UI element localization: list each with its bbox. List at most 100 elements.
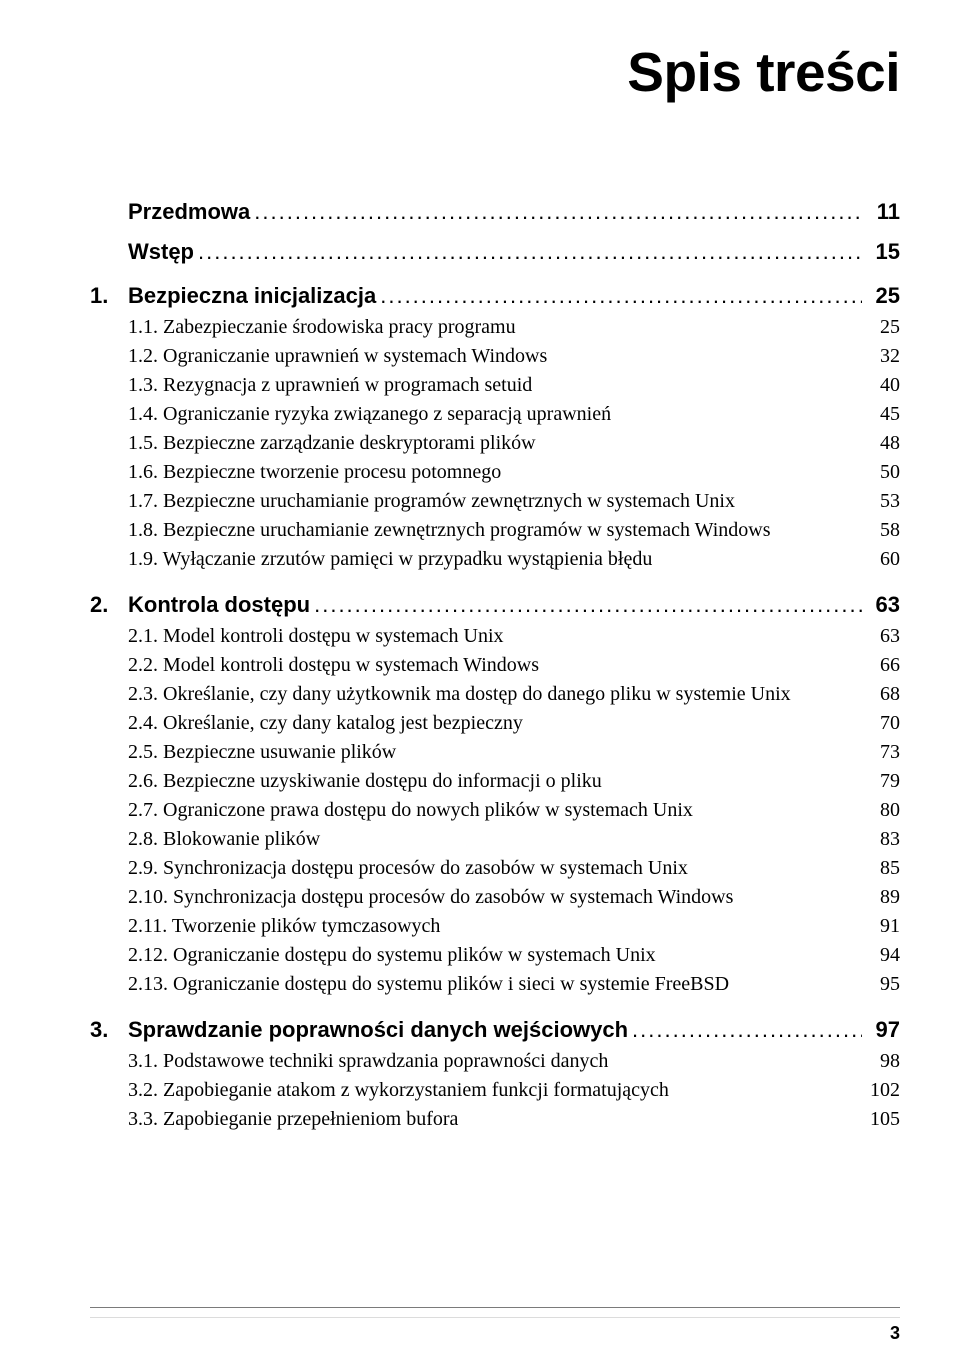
toc-sub-entry: 1.9. Wyłączanie zrzutów pamięci w przypa… [128,545,900,574]
toc-sub-page: 89 [866,883,900,912]
toc-sub-page: 80 [866,796,900,825]
toc-chapter-entry: 1.Bezpieczna inicjalizacja 25 [90,283,900,309]
toc-chapter-entry: 2.Kontrola dostępu 63 [90,592,900,618]
footer-rule [90,1307,900,1308]
toc-sub-page: 40 [866,371,900,400]
dot-leader [198,239,862,265]
toc-sub-entry: 1.1. Zabezpieczanie środowiska pracy pro… [128,313,900,342]
toc-sub-page: 45 [866,400,900,429]
toc-sub-page: 25 [866,313,900,342]
toc-sub-label: 1.6. Bezpieczne tworzenie procesu potomn… [128,458,866,487]
toc-sub-page: 85 [866,854,900,883]
toc-chapter-entry: 3.Sprawdzanie poprawności danych wejścio… [90,1017,900,1043]
toc-sub-page: 58 [866,516,900,545]
toc-sub-page: 73 [866,738,900,767]
toc-sub-entry: 1.5. Bezpieczne zarządzanie deskryptoram… [128,429,900,458]
toc-chapter-page: 63 [866,592,900,618]
toc-sub-label: 2.12. Ograniczanie dostępu do systemu pl… [128,941,866,970]
toc-sub-page: 32 [866,342,900,371]
toc-sub-label: 1.8. Bezpieczne uruchamianie zewnętrznyc… [128,516,866,545]
toc-sub-entry: 2.6. Bezpieczne uzyskiwanie dostępu do i… [128,767,900,796]
toc-sub-label: 3.3. Zapobieganie przepełnieniom bufora [128,1105,866,1134]
toc-sub-label: 2.5. Bezpieczne usuwanie plików [128,738,866,767]
dot-leader [314,592,862,618]
toc-chapter-page: 25 [866,283,900,309]
toc-sub-entry: 1.7. Bezpieczne uruchamianie programów z… [128,487,900,516]
toc-sub-label: 1.3. Rezygnacja z uprawnień w programach… [128,371,866,400]
toc-sub-page: 98 [866,1047,900,1076]
toc-sub-page: 70 [866,709,900,738]
toc-sub-entry: 2.8. Blokowanie plików83 [128,825,900,854]
toc-sub-entry: 3.3. Zapobieganie przepełnieniom bufora1… [128,1105,900,1134]
toc-sub-page: 94 [866,941,900,970]
toc-sub-label: 2.3. Określanie, czy dany użytkownik ma … [128,680,866,709]
toc-sub-entry: 2.11. Tworzenie plików tymczasowych91 [128,912,900,941]
toc-sub-entry: 2.3. Określanie, czy dany użytkownik ma … [128,680,900,709]
toc-top-entry: Przedmowa 11 [128,199,900,225]
toc-sub-label: 2.1. Model kontroli dostępu w systemach … [128,622,866,651]
toc-sub-entry: 2.12. Ograniczanie dostępu do systemu pl… [128,941,900,970]
dot-leader [254,199,862,225]
toc-chapter-num: 3. [90,1017,128,1043]
toc-chapter-page: 97 [866,1017,900,1043]
toc-sub-page: 102 [866,1076,900,1105]
toc-sub-page: 66 [866,651,900,680]
toc-sub-page: 53 [866,487,900,516]
toc-sub-entry: 2.5. Bezpieczne usuwanie plików73 [128,738,900,767]
toc-sub-label: 3.2. Zapobieganie atakom z wykorzystanie… [128,1076,866,1105]
toc-sub-page: 83 [866,825,900,854]
toc-sub-page: 95 [866,970,900,999]
toc-sub-page: 60 [866,545,900,574]
toc-title: Spis treści [90,40,900,104]
toc-sub-entry: 2.13. Ograniczanie dostępu do systemu pl… [128,970,900,999]
toc-sub-entry: 2.2. Model kontroli dostępu w systemach … [128,651,900,680]
toc-chapter-num: 2. [90,592,128,618]
toc-sub-page: 50 [866,458,900,487]
toc-sub-entry: 3.2. Zapobieganie atakom z wykorzystanie… [128,1076,900,1105]
toc-sub-entry: 2.4. Określanie, czy dany katalog jest b… [128,709,900,738]
toc-top-page: 11 [866,199,900,225]
toc-top-page: 15 [866,239,900,265]
toc-sub-label: 2.4. Określanie, czy dany katalog jest b… [128,709,866,738]
toc-sub-label: 1.7. Bezpieczne uruchamianie programów z… [128,487,866,516]
toc-sub-label: 1.4. Ograniczanie ryzyka związanego z se… [128,400,866,429]
toc-sub-page: 79 [866,767,900,796]
toc-sub-entry: 1.6. Bezpieczne tworzenie procesu potomn… [128,458,900,487]
toc-sub-label: 2.13. Ograniczanie dostępu do systemu pl… [128,970,866,999]
toc-sub-page: 48 [866,429,900,458]
toc-sub-page: 63 [866,622,900,651]
toc-sub-label: 2.8. Blokowanie plików [128,825,866,854]
toc-sub-label: 2.9. Synchronizacja dostępu procesów do … [128,854,866,883]
toc-chapter-num: 1. [90,283,128,309]
toc-sub-label: 2.10. Synchronizacja dostępu procesów do… [128,883,866,912]
dot-leader [632,1017,862,1043]
toc-sub-label: 2.7. Ograniczone prawa dostępu do nowych… [128,796,866,825]
toc-sub-entry: 1.3. Rezygnacja z uprawnień w programach… [128,371,900,400]
toc-chapter-label: Bezpieczna inicjalizacja [128,283,376,309]
toc-sub-label: 2.6. Bezpieczne uzyskiwanie dostępu do i… [128,767,866,796]
toc-sub-label: 1.5. Bezpieczne zarządzanie deskryptoram… [128,429,866,458]
toc-sub-entry: 1.2. Ograniczanie uprawnień w systemach … [128,342,900,371]
toc-top-label: Przedmowa [128,199,250,225]
toc-sub-entry: 2.7. Ograniczone prawa dostępu do nowych… [128,796,900,825]
toc-sub-entry: 2.10. Synchronizacja dostępu procesów do… [128,883,900,912]
toc-sub-label: 2.2. Model kontroli dostępu w systemach … [128,651,866,680]
toc-sub-label: 2.11. Tworzenie plików tymczasowych [128,912,866,941]
toc-sub-label: 1.1. Zabezpieczanie środowiska pracy pro… [128,313,866,342]
toc-sub-entry: 1.8. Bezpieczne uruchamianie zewnętrznyc… [128,516,900,545]
toc-sub-label: 3.1. Podstawowe techniki sprawdzania pop… [128,1047,866,1076]
footer-thin-rule [90,1317,900,1318]
toc-sub-entry: 2.1. Model kontroli dostępu w systemach … [128,622,900,651]
toc-sub-entry: 2.9. Synchronizacja dostępu procesów do … [128,854,900,883]
toc-top-label: Wstęp [128,239,194,265]
toc-sub-entry: 3.1. Podstawowe techniki sprawdzania pop… [128,1047,900,1076]
toc-top-entry: Wstęp 15 [128,239,900,265]
toc-sub-page: 105 [866,1105,900,1134]
toc-sub-label: 1.2. Ograniczanie uprawnień w systemach … [128,342,866,371]
toc-chapter-label: Kontrola dostępu [128,592,310,618]
toc-body: Przedmowa 11 Wstęp 15 1.Bezpieczna inicjaliz… [90,199,900,1134]
toc-sub-page: 68 [866,680,900,709]
page-number: 3 [890,1323,900,1344]
dot-leader [380,283,862,309]
toc-sub-label: 1.9. Wyłączanie zrzutów pamięci w przypa… [128,545,866,574]
